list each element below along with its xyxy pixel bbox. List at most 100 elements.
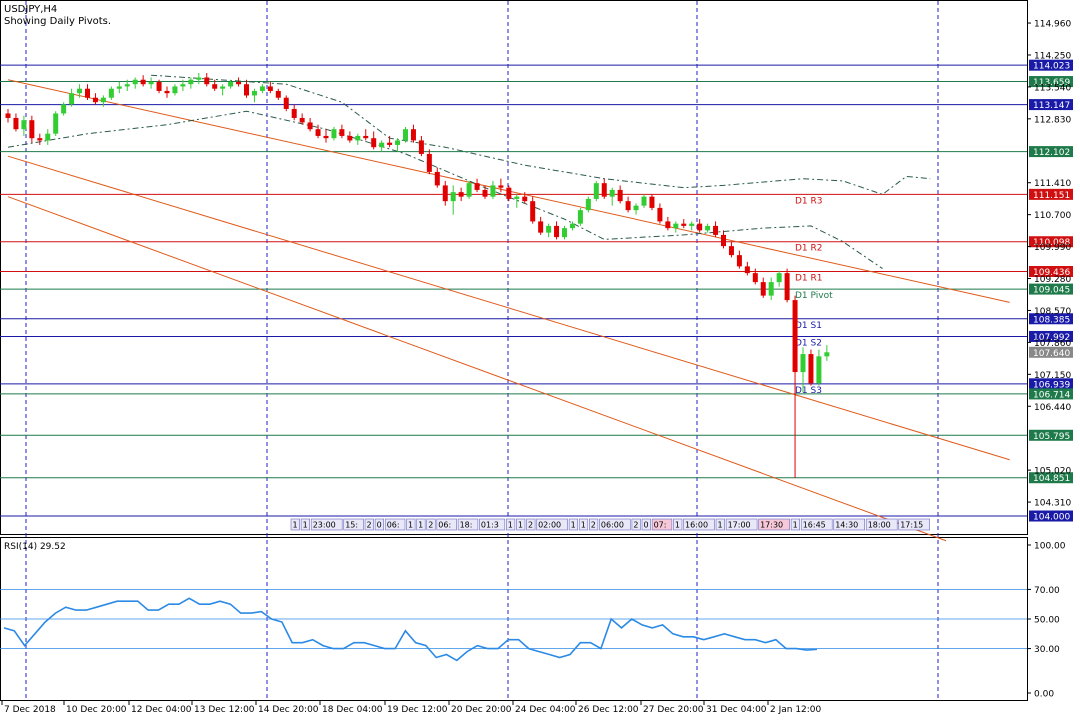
bear-candle xyxy=(371,138,377,148)
time-marker-box xyxy=(898,518,931,531)
time-marker-box xyxy=(536,518,568,531)
time-marker-box xyxy=(364,518,374,531)
price-axis-label: 106.440 xyxy=(1034,403,1071,413)
level-price-label: 107.992 xyxy=(1033,333,1070,343)
time-marker-label: 0 xyxy=(644,521,649,530)
time-marker-label: 2 xyxy=(591,521,596,530)
bull-candle xyxy=(132,79,138,85)
pivot-level-tag: D1 S1 xyxy=(795,321,822,331)
time-marker-label: 18:00 xyxy=(868,521,891,530)
bear-candle xyxy=(363,135,369,139)
rsi-line xyxy=(3,597,818,662)
bear-candle xyxy=(721,234,726,247)
bull-candle xyxy=(180,84,186,87)
time-axis: 7 Dec 2018 10 Dec 20:00 12 Dec 04:00 13 Dec… xyxy=(1,701,822,715)
bull-candle xyxy=(593,183,599,199)
bull-candle xyxy=(514,196,520,199)
time-marker-box xyxy=(631,518,641,531)
level-price-label: 109.045 xyxy=(1033,286,1070,296)
level-price-tag xyxy=(1029,378,1073,390)
bear-candle xyxy=(410,129,416,141)
bull-candle xyxy=(490,185,496,197)
bear-candle xyxy=(29,120,35,139)
bear-candle xyxy=(530,201,536,222)
time-marker-box xyxy=(599,518,631,531)
time-marker-box xyxy=(516,518,526,531)
time-marker-row: 1 1 23:00 15: 2 0 06: 1 1 2 06: 18: 01:3 1 1 2 02:00 1 1 2 0… xyxy=(290,518,931,531)
time-marker-label: 1 xyxy=(293,521,298,530)
bear-candle xyxy=(784,273,790,301)
bull-candle xyxy=(69,93,75,105)
time-marker-box xyxy=(406,518,416,531)
time-marker-box xyxy=(343,518,364,531)
bear-candle xyxy=(728,246,734,256)
time-marker-box xyxy=(588,518,599,531)
time-marker-box xyxy=(578,518,589,531)
chart-subtitle: Showing Daily Pivots. xyxy=(4,16,111,27)
time-marker-box xyxy=(725,518,758,531)
level-price-label: 109.436 xyxy=(1033,268,1070,278)
price-axis-label: 112.830 xyxy=(1034,115,1071,125)
bear-candle xyxy=(458,192,464,197)
bull-candle xyxy=(251,90,257,96)
time-axis-label: 14 Dec 20:00 xyxy=(258,705,319,715)
level-price-label: 106.939 xyxy=(1033,380,1070,390)
time-axis-label: 26 Dec 12:00 xyxy=(578,705,639,715)
bull-candle xyxy=(816,356,822,384)
time-marker-label: 2 xyxy=(428,521,433,530)
time-marker-box xyxy=(865,518,898,531)
bull-candle xyxy=(800,354,806,373)
time-marker-label: 1 xyxy=(408,521,413,530)
bear-candle xyxy=(315,129,321,136)
bear-candle xyxy=(244,84,249,96)
bull-candle xyxy=(466,183,472,197)
time-marker-box xyxy=(457,518,479,531)
time-marker-label: 1 xyxy=(518,521,523,530)
bear-candle xyxy=(204,77,210,85)
bear-candle xyxy=(442,185,448,202)
bull-candle xyxy=(116,86,122,89)
price-axis-label: 104.310 xyxy=(1034,499,1071,509)
rsi-axis-label: 100.00 xyxy=(1034,542,1066,552)
time-axis-label: 20 Dec 20:00 xyxy=(451,705,512,715)
time-marker-box xyxy=(673,518,683,531)
time-marker-label: 02:00 xyxy=(538,521,561,530)
bear-candle xyxy=(156,81,162,91)
time-axis-label: 24 Dec 04:00 xyxy=(515,705,576,715)
bear-candle xyxy=(92,97,98,103)
time-marker-label: 06:00 xyxy=(601,521,624,530)
bull-candle xyxy=(776,273,782,283)
bear-candle xyxy=(275,90,281,98)
time-marker-box xyxy=(505,518,516,531)
bear-candle xyxy=(522,196,528,202)
time-marker-label: 1 xyxy=(793,521,798,530)
bear-candle xyxy=(267,86,273,91)
bull-candle xyxy=(124,84,130,87)
bear-candle xyxy=(752,273,758,283)
time-marker-box xyxy=(384,518,406,531)
time-marker-box xyxy=(300,518,311,531)
price-axis-label: 107.860 xyxy=(1034,339,1071,349)
time-marker-label: 17:00 xyxy=(728,521,751,530)
price-axis-label: 108.570 xyxy=(1034,307,1071,317)
bull-candle xyxy=(220,86,226,89)
price-axis-label: 113.540 xyxy=(1034,83,1071,93)
price-axis-label: 105.020 xyxy=(1034,467,1071,477)
level-price-label: 114.023 xyxy=(1033,62,1070,72)
bull-candle xyxy=(768,282,774,296)
time-marker-label: 06: xyxy=(387,521,400,530)
price-axis: 114.023 113.659 113.147 112.102 111.151 110.0… xyxy=(1027,20,1073,523)
bear-candle xyxy=(601,183,607,197)
bull-candle xyxy=(562,228,567,238)
bear-candle xyxy=(307,122,313,130)
level-price-label: 105.795 xyxy=(1033,432,1070,442)
bear-candle xyxy=(13,117,19,130)
time-marker-label: 1 xyxy=(508,521,513,530)
rsi-axis-label: 0.00 xyxy=(1034,690,1054,700)
bull-candle xyxy=(45,133,51,141)
time-marker-label: 2 xyxy=(367,521,372,530)
time-marker-box xyxy=(641,518,651,531)
bear-candle xyxy=(681,223,687,226)
